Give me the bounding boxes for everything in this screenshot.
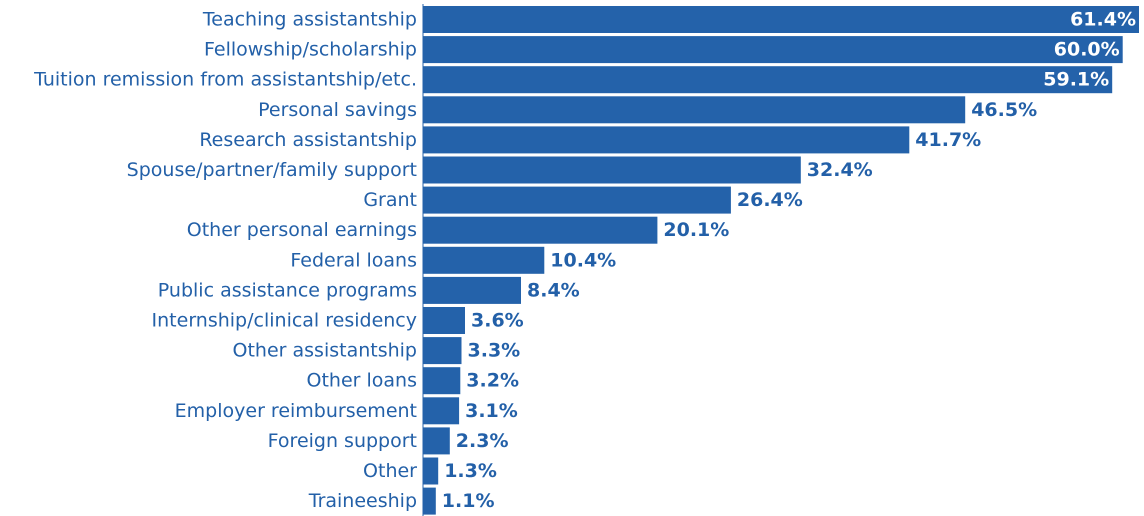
value-label: 3.6% xyxy=(471,310,524,332)
bar xyxy=(423,186,731,214)
category-label: Employer reimbursement xyxy=(175,400,417,422)
category-label: Federal loans xyxy=(290,249,417,271)
bar xyxy=(423,66,1113,94)
bar xyxy=(423,246,545,274)
bar xyxy=(423,457,439,485)
value-label: 1.1% xyxy=(442,490,495,512)
bar xyxy=(423,367,461,395)
value-label: 2.3% xyxy=(456,430,509,452)
value-label: 1.3% xyxy=(444,460,497,482)
bar xyxy=(423,6,1139,33)
value-label: 3.3% xyxy=(468,340,521,362)
category-label: Other assistantship xyxy=(233,340,417,362)
bar xyxy=(423,216,658,244)
bars-layer xyxy=(423,6,1139,515)
value-label: 10.4% xyxy=(550,249,616,271)
bar xyxy=(423,276,521,304)
bar xyxy=(423,427,450,455)
value-label: 32.4% xyxy=(807,159,873,181)
value-label: 26.4% xyxy=(737,189,803,211)
value-label: 61.4% xyxy=(1070,9,1136,31)
category-label: Research assistantship xyxy=(199,129,417,151)
category-label: Grant xyxy=(363,189,417,211)
category-label: Public assistance programs xyxy=(158,279,417,301)
bar xyxy=(423,487,436,515)
category-label: Tuition remission from assistantship/etc… xyxy=(33,69,417,91)
category-label: Spouse/partner/family support xyxy=(127,159,417,181)
bar xyxy=(423,96,966,124)
value-label: 3.2% xyxy=(466,370,519,392)
value-label: 46.5% xyxy=(971,99,1037,121)
category-labels-layer: Teaching assistantship Fellowship/scholar… xyxy=(33,9,417,513)
value-label: 41.7% xyxy=(915,129,981,151)
bar xyxy=(423,307,465,334)
category-label: Internship/clinical residency xyxy=(152,310,417,332)
bar xyxy=(423,126,910,154)
category-label: Personal savings xyxy=(258,99,417,121)
category-label: Fellowship/scholarship xyxy=(204,39,417,61)
category-label: Teaching assistantship xyxy=(202,9,417,31)
bar xyxy=(423,156,801,184)
value-label: 8.4% xyxy=(527,279,580,301)
category-label: Foreign support xyxy=(268,430,417,452)
value-label: 60.0% xyxy=(1054,39,1120,61)
bar xyxy=(423,397,460,425)
bar xyxy=(423,337,462,365)
value-label: 20.1% xyxy=(663,219,729,241)
category-label: Other loans xyxy=(307,370,417,392)
category-label: Other personal earnings xyxy=(187,219,417,241)
category-label: Traineeship xyxy=(308,490,417,512)
value-label: 3.1% xyxy=(465,400,518,422)
value-label: 59.1% xyxy=(1043,69,1109,91)
value-labels-layer: 61.4% 60.0% 59.1% 46.5% 41.7% 32.4%26.4% 20.1%… xyxy=(442,9,1136,513)
category-label: Other xyxy=(363,460,417,482)
bar xyxy=(423,36,1123,64)
